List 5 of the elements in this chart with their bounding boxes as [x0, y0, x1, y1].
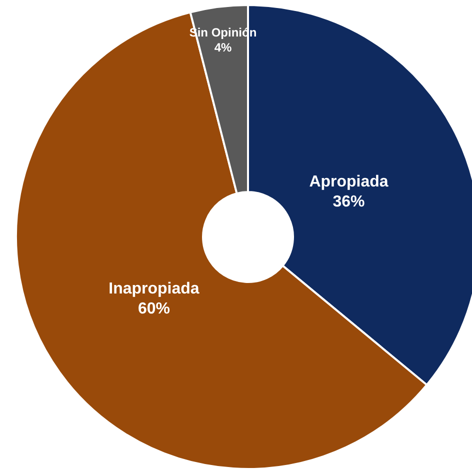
slice-label: Apropiada	[309, 173, 388, 190]
slice-label: Inapropiada	[108, 280, 200, 298]
data-label: 36%	[332, 193, 365, 210]
data-label: 4%	[214, 40, 232, 55]
data-label: 60%	[138, 300, 170, 318]
